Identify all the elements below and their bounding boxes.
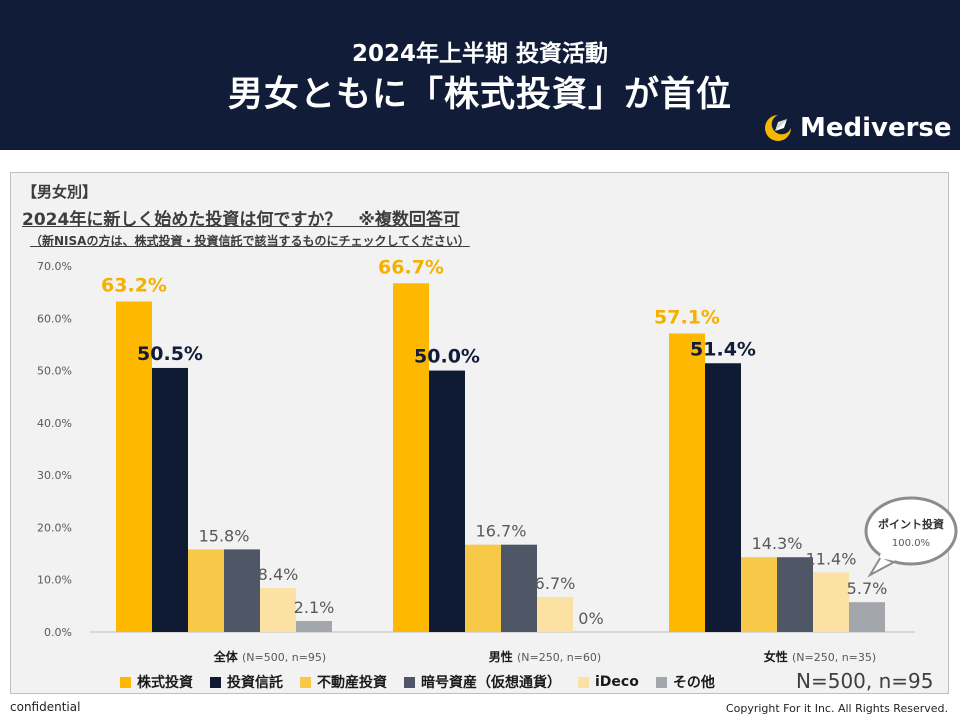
bar-0-1 <box>393 283 429 632</box>
y-tick-label: 20.0% <box>37 521 72 534</box>
y-tick-label: 60.0% <box>37 312 72 325</box>
legend-label: 不動産投資 <box>317 675 387 691</box>
bar-4-2 <box>813 572 849 632</box>
y-tick-label: 10.0% <box>37 574 72 587</box>
legend-item: 株式投資 <box>120 672 193 692</box>
bar-3-2 <box>777 557 813 632</box>
legend-label: iDeco <box>595 674 639 690</box>
legend-swatch <box>655 676 667 688</box>
sample-size-note: N=500, n=95 <box>796 669 934 693</box>
legend-swatch <box>300 676 311 688</box>
legend-swatch <box>578 676 589 688</box>
data-label: 16.7% <box>476 522 527 541</box>
callout-title: ポイント投資 <box>878 517 944 531</box>
logo-text: Mediverse <box>800 113 952 143</box>
legend-swatch <box>404 676 415 688</box>
legend-swatch <box>120 676 131 688</box>
callout-bubble <box>864 496 958 566</box>
question-note: （新NISAの方は、株式投資・投資信託で該当するものにチェックしてください） <box>30 234 470 248</box>
bar-1-0 <box>152 367 188 632</box>
legend-label: その他 <box>672 675 715 691</box>
bar-2-2 <box>741 557 777 632</box>
legend-item: 不動産投資 <box>300 672 387 692</box>
data-label: 50.0% <box>414 346 480 368</box>
data-label: 14.3% <box>752 534 803 553</box>
crescent-rocket-icon <box>765 115 791 141</box>
y-tick-label: 70.0% <box>37 260 72 273</box>
data-label: 50.5% <box>137 343 203 365</box>
bar-4-0 <box>260 588 296 632</box>
x-category-label: 全体 (N=500, n=95) <box>213 649 326 664</box>
legend-item: iDeco <box>578 674 639 690</box>
data-label: 2.1% <box>294 598 335 617</box>
header-banner: 2024年上半期 投資活動 男女ともに「株式投資」が首位 Mediverse <box>0 0 960 150</box>
legend-item: その他 <box>655 672 715 692</box>
data-label: 6.7% <box>535 574 576 593</box>
legend-label: 暗号資産（仮想通貨） <box>421 675 561 691</box>
callout-join <box>879 554 896 561</box>
bar-5-0 <box>296 621 332 632</box>
bar-5-2 <box>849 602 885 632</box>
legend: 株式投資 投資信託 不動産投資 暗号資産（仮想通貨） iDeco その他 <box>120 672 732 692</box>
bar-1-2 <box>705 363 741 632</box>
bar-2-0 <box>188 549 224 632</box>
copyright: Copyright For it Inc. All Rights Reserve… <box>725 702 948 715</box>
data-label: 66.7% <box>378 256 444 278</box>
data-label: 57.1% <box>654 306 720 328</box>
bar-0-0 <box>116 301 152 632</box>
y-tick-label: 40.0% <box>37 417 72 430</box>
bar-3-0 <box>224 549 260 632</box>
callout-value: 100.0% <box>892 538 930 549</box>
legend-label: 株式投資 <box>137 675 193 691</box>
legend-swatch <box>210 676 221 688</box>
y-tick-label: 50.0% <box>37 365 72 378</box>
data-label: 51.4% <box>690 338 756 360</box>
data-label: 11.4% <box>806 549 857 568</box>
data-label: 63.2% <box>101 275 167 297</box>
question-text: 2024年に新しく始めた投資は何ですか？ ※複数回答可 <box>22 210 460 230</box>
data-label: 0% <box>578 609 603 628</box>
data-label: 8.4% <box>258 565 299 584</box>
y-tick-label: 0.0% <box>44 626 72 639</box>
legend-item: 投資信託 <box>210 672 283 692</box>
legend-label: 投資信託 <box>227 675 283 691</box>
x-category-label: 女性 (N=250, n=35) <box>764 649 876 664</box>
legend-item: 暗号資産（仮想通貨） <box>404 672 561 692</box>
question-tag: 【男女別】 <box>22 183 98 201</box>
x-category-label: 男性 (N=250, n=60) <box>489 649 601 664</box>
bar-4-1 <box>537 596 573 632</box>
bar-0-2 <box>669 333 705 632</box>
logo: Mediverse <box>762 110 952 146</box>
bar-2-1 <box>465 544 501 632</box>
subtitle: 2024年上半期 投資活動 <box>351 41 609 67</box>
data-label: 5.7% <box>847 579 888 598</box>
data-label: 15.8% <box>199 526 250 545</box>
bar-3-1 <box>501 544 537 632</box>
confidential-label: confidential <box>10 700 81 714</box>
page-title: 男女ともに「株式投資」が首位 <box>227 75 732 115</box>
bar-1-1 <box>429 370 465 632</box>
y-tick-label: 30.0% <box>37 469 72 482</box>
